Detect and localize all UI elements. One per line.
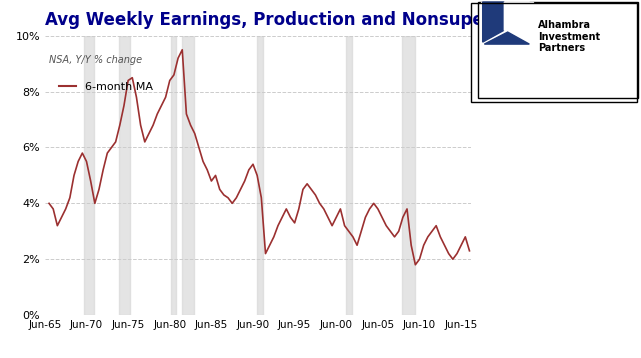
Legend: 6-month MA: 6-month MA bbox=[54, 78, 157, 97]
Polygon shape bbox=[504, 2, 529, 42]
Text: Avg Weekly Earnings, Production and Nonsupervisory: Avg Weekly Earnings, Production and Nons… bbox=[45, 11, 549, 29]
Bar bbox=[85, 36, 94, 315]
Text: Alhambra
Investment
Partners: Alhambra Investment Partners bbox=[538, 20, 600, 53]
Text: NSA, Y/Y % change: NSA, Y/Y % change bbox=[49, 55, 142, 66]
Polygon shape bbox=[485, 32, 529, 44]
Polygon shape bbox=[483, 2, 504, 42]
Polygon shape bbox=[481, 2, 533, 45]
Bar bbox=[182, 36, 194, 315]
Bar bbox=[257, 36, 263, 315]
Bar bbox=[402, 36, 415, 315]
FancyBboxPatch shape bbox=[478, 2, 638, 98]
Bar bbox=[346, 36, 353, 315]
Bar bbox=[171, 36, 176, 315]
Bar bbox=[119, 36, 129, 315]
